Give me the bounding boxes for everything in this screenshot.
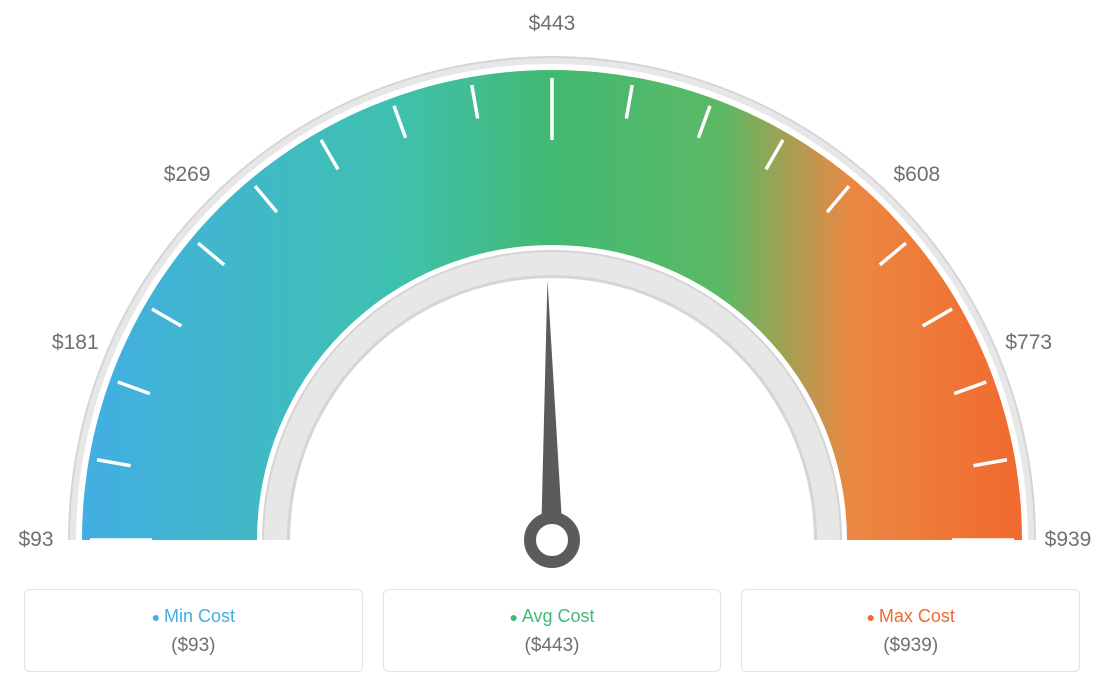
legend-card-min: Min Cost ($93) [24, 589, 363, 672]
gauge-tick-label: $443 [529, 12, 576, 36]
legend-value-min: ($93) [25, 635, 362, 657]
gauge-tick-label: $93 [18, 528, 53, 552]
gauge-tick-label: $608 [894, 163, 941, 187]
legend-label-min: Min Cost [25, 606, 362, 627]
legend: Min Cost ($93) Avg Cost ($443) Max Cost … [0, 589, 1104, 672]
legend-value-avg: ($443) [384, 635, 721, 657]
gauge-chart: $93 $181 $269 $443 $608 $773 $939 [0, 0, 1104, 570]
legend-card-max: Max Cost ($939) [741, 589, 1080, 672]
legend-card-avg: Avg Cost ($443) [383, 589, 722, 672]
gauge-tick-label: $939 [1045, 528, 1092, 552]
legend-value-max: ($939) [742, 635, 1079, 657]
gauge-svg [0, 0, 1104, 570]
gauge-tick-label: $181 [52, 331, 99, 355]
legend-label-avg: Avg Cost [384, 606, 721, 627]
legend-label-max: Max Cost [742, 606, 1079, 627]
gauge-tick-label: $773 [1005, 331, 1052, 355]
gauge-tick-label: $269 [164, 163, 211, 187]
